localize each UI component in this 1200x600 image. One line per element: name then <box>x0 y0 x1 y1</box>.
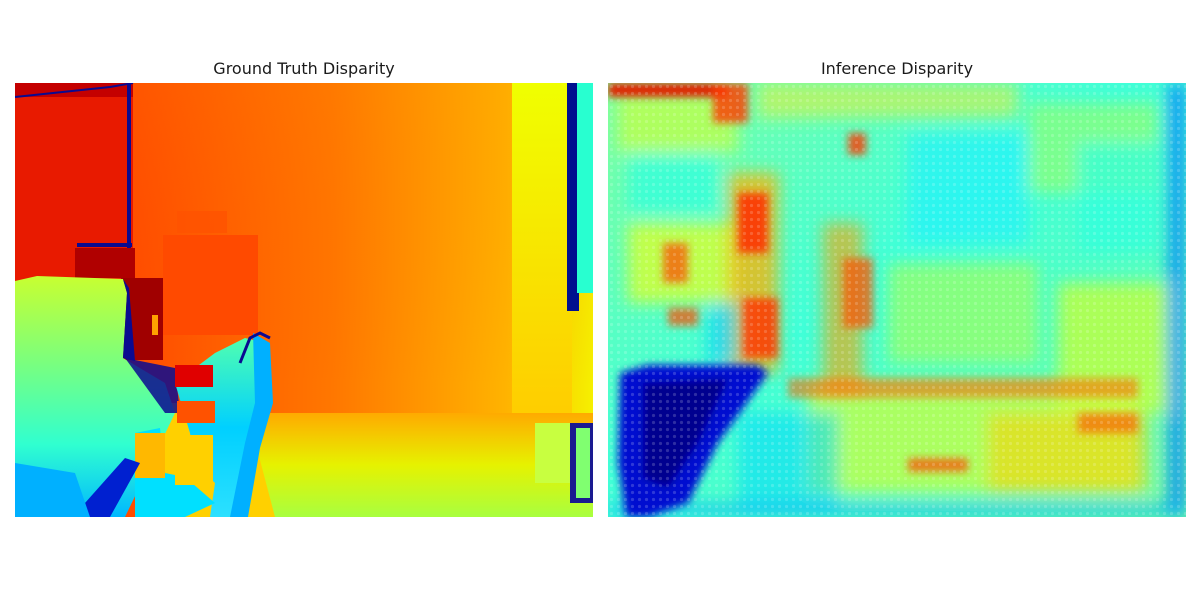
inference-title: Inference Disparity <box>820 59 974 78</box>
ground-truth-disparity-image <box>15 83 593 517</box>
ground-truth-title: Ground Truth Disparity <box>213 59 395 78</box>
inference-disparity-image <box>608 83 1186 517</box>
